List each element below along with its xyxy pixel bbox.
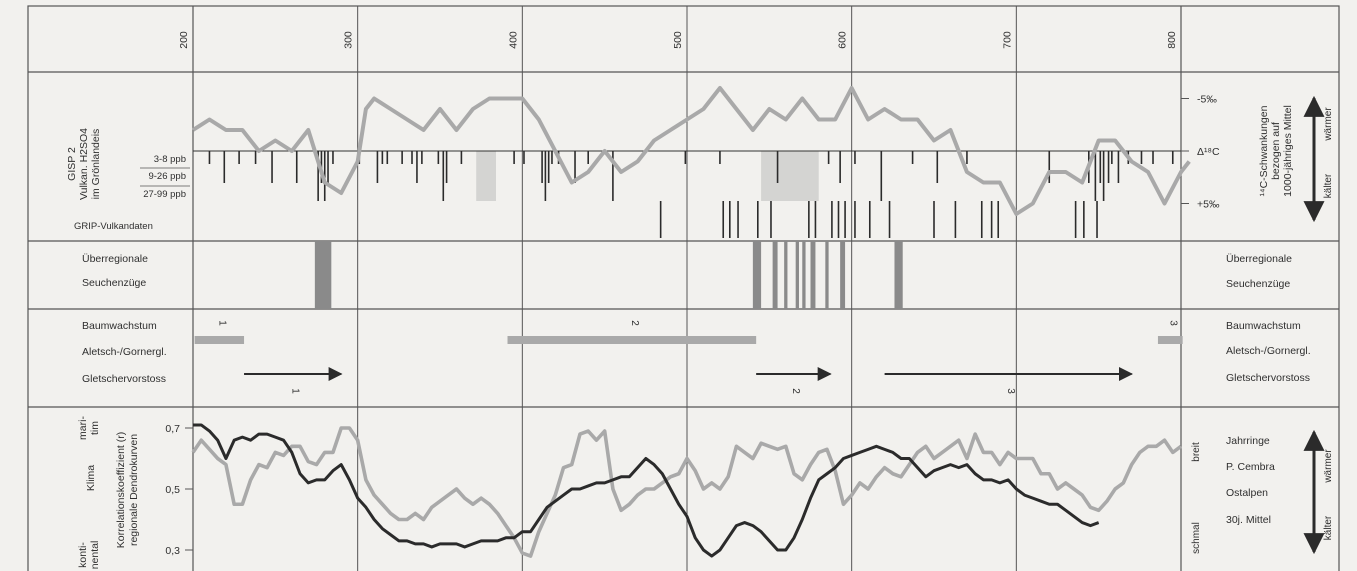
epidemic-band <box>840 241 846 309</box>
right-label: 1000-jähriges Mittel <box>1282 105 1294 197</box>
y-tick-label: 0,7 <box>165 423 180 435</box>
right-label: Aletsch-/Gornergl. <box>1226 345 1311 357</box>
gray-line <box>191 426 1183 558</box>
y-tick-label: 0,3 <box>165 545 180 557</box>
left-label: Vulkan. H2SO4 <box>78 128 90 200</box>
left-word: nental <box>89 541 101 570</box>
arrow-label: wärmer <box>1323 107 1334 142</box>
epidemic-bands <box>314 241 903 309</box>
left-label: regionale Dendrokurven <box>128 434 140 546</box>
epidemic-band <box>772 241 778 309</box>
gisp-right-axis: -5‰ Δ¹⁸C +5‰ ¹⁴C-Schwankungen bezogen auf 100… <box>1181 94 1334 223</box>
dark-line <box>193 423 1100 558</box>
left-label: Aletsch-/Gornergl. <box>82 346 167 358</box>
advance-label: 2 <box>790 388 801 394</box>
growth-label: 1 <box>216 320 227 326</box>
dendro-right-axis: breit schmal wärmer kälter <box>1191 429 1334 555</box>
x-tick-label: 200 <box>178 31 190 49</box>
epidemic-band <box>810 241 816 309</box>
right-label: bezogen auf <box>1270 122 1282 180</box>
right-label: ¹⁴C-Schwankungen <box>1258 105 1270 196</box>
left-word: Klima <box>85 465 97 491</box>
epidemic-band <box>894 241 903 309</box>
c14-line <box>191 86 1191 216</box>
growth-bar <box>1157 336 1183 344</box>
c14-series <box>191 86 1191 216</box>
dendro-left-words: konti- nental Klima mari- tim Korrelatio… <box>77 416 140 570</box>
right-label: Jahrringe <box>1226 435 1270 447</box>
right-label: Baumwachstum <box>1226 320 1301 332</box>
outer-border <box>27 5 1340 571</box>
growth-label: 2 <box>629 320 640 326</box>
class-label: 27-99 ppb <box>143 189 186 200</box>
left-label: Überregionale <box>82 253 148 265</box>
shaded-range <box>476 151 496 201</box>
right-label: P. Cembra <box>1226 461 1275 473</box>
epidemic-band <box>802 241 806 309</box>
left-word: mari- <box>77 416 89 440</box>
class-label: 3-8 ppb <box>154 154 186 165</box>
left-word: tim <box>89 421 101 435</box>
y-tick-label: +5‰ <box>1197 199 1220 211</box>
advance-label: 1 <box>290 388 301 394</box>
y-tick-label: Δ¹⁸C <box>1197 146 1220 158</box>
x-tick-label: 300 <box>343 31 355 49</box>
dendro-y-ticks: 0,7 0,5 0,3 <box>165 423 193 557</box>
right-label: Gletschervorstoss <box>1226 372 1310 384</box>
arrow-label: kälter <box>1323 173 1334 198</box>
gisp-left-labels: GISP 2 Vulkan. H2SO4 im Grönlandeis <box>66 128 102 200</box>
grip-label: GRIP-Vulkandaten <box>74 221 153 232</box>
class-label: 9-26 ppb <box>148 171 186 182</box>
epidemic-band <box>314 241 332 309</box>
panel-gisp: GISP 2 Vulkan. H2SO4 im Grönlandeis 3-8 … <box>66 86 1334 238</box>
scale-label: breit <box>1191 442 1202 462</box>
left-label: GISP 2 <box>66 147 78 181</box>
left-label: im Grönlandeis <box>90 129 102 200</box>
right-label: Ostalpen <box>1226 487 1268 499</box>
shaded-range <box>761 151 819 201</box>
epidemic-band <box>752 241 762 309</box>
x-tick-label: 400 <box>507 31 519 49</box>
y-tick-label: 0,5 <box>165 484 180 496</box>
left-word: konti- <box>77 542 89 568</box>
advance-label: 3 <box>1005 388 1016 394</box>
chart-frame <box>27 5 1340 571</box>
grip-events <box>659 201 1098 238</box>
growth-bar <box>507 336 757 344</box>
panel-dendro: 0,7 0,5 0,3 konti- nental Klima mari- tim … <box>77 416 1334 570</box>
growth-label: 3 <box>1167 320 1178 326</box>
epidemic-band <box>784 241 788 309</box>
x-tick-label: 600 <box>837 31 849 49</box>
volcanic-events <box>208 151 1174 201</box>
dendro-series <box>191 423 1183 558</box>
growth-periods: 1 2 3 <box>194 320 1183 344</box>
x-tick-label: 500 <box>672 31 684 49</box>
right-label: Überregionale <box>1226 253 1292 265</box>
growth-bar <box>194 336 245 344</box>
left-label: Gletschervorstoss <box>82 373 166 385</box>
left-label: Seuchenzüge <box>82 277 146 289</box>
x-axis-ticks: 200 300 400 500 600 700 800 <box>178 6 1178 571</box>
panel-seuchen: Überregionale Seuchenzüge Überregionale … <box>82 241 1292 309</box>
y-tick-label: -5‰ <box>1197 94 1217 106</box>
arrow-label: kälter <box>1323 515 1334 540</box>
x-tick-label: 700 <box>1001 31 1013 49</box>
right-label: 30j. Mittel <box>1226 514 1271 526</box>
epidemic-band <box>825 241 829 309</box>
epidemic-band <box>795 241 799 309</box>
scale-label: schmal <box>1191 522 1202 554</box>
glacier-advances: 1 2 3 <box>244 367 1133 394</box>
arrow-label: wärmer <box>1323 449 1334 484</box>
x-tick-label: 800 <box>1166 31 1178 49</box>
right-label: Seuchenzüge <box>1226 278 1290 290</box>
left-label: Baumwachstum <box>82 320 157 332</box>
left-label: Korrelationskoeffizient (r) <box>115 432 127 549</box>
